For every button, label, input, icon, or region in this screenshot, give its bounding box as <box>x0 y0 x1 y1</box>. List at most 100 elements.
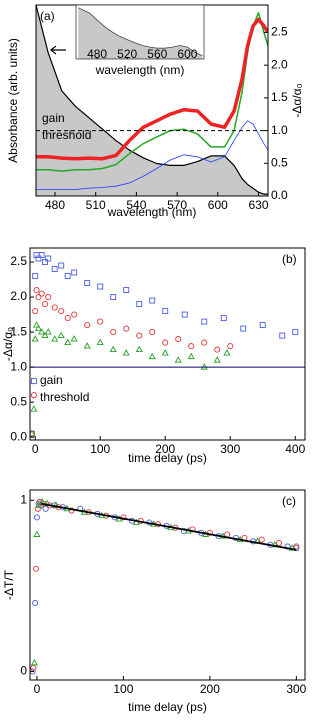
marker-circle <box>35 294 42 301</box>
marker-square <box>38 252 45 258</box>
y2-tick-label: 2.5 <box>271 25 288 39</box>
annotation: threshold <box>42 128 91 142</box>
marker-circle <box>175 336 182 343</box>
y2-tick-label: 0.0 <box>271 188 288 202</box>
marker-triangle <box>30 429 36 437</box>
y-tick-label: 1.5 <box>10 324 27 338</box>
x-tick-label: 520 <box>117 47 137 61</box>
marker-circle <box>30 392 37 399</box>
marker-circle <box>30 664 37 672</box>
marker-triangle <box>187 352 195 360</box>
x-tick-label: 100 <box>113 682 133 696</box>
panel: 0 100 200 300 0 1 time delay (ps) -ΔT/T (c) <box>2 489 307 714</box>
panel-label: (a) <box>40 9 55 23</box>
marker-circle <box>97 318 104 325</box>
axes-frame <box>29 489 306 681</box>
marker-circle <box>33 286 40 294</box>
marker-circle <box>45 294 52 301</box>
x-tick-label: 540 <box>126 198 146 212</box>
panel-label: (c) <box>282 494 296 508</box>
marker-circle <box>42 505 49 512</box>
y-tick-label: 1.0 <box>10 359 27 373</box>
marker-triangle <box>30 405 38 412</box>
marker-triangle <box>96 338 104 346</box>
marker-circle <box>84 322 91 329</box>
y-tick-label: 2.5 <box>10 254 27 268</box>
marker-triangle <box>83 342 91 349</box>
y2-tick-label: 0.5 <box>271 155 288 169</box>
marker-square <box>64 273 71 279</box>
marker-circle <box>258 536 265 543</box>
x-tick-label: 480 <box>45 198 65 212</box>
marker-circle <box>64 315 71 322</box>
y2-tick-label: 1.5 <box>271 90 288 104</box>
absorbance-area <box>78 7 203 59</box>
marker-circle <box>110 329 117 336</box>
annotation: threshold <box>40 390 89 404</box>
marker-triangle <box>35 501 43 508</box>
plot-area <box>30 252 299 437</box>
series-line <box>36 17 268 161</box>
x-axis-label: time delay (ps) <box>128 700 207 714</box>
marker-circle <box>188 343 195 350</box>
marker-circle <box>162 339 169 346</box>
marker-circle <box>149 329 156 336</box>
marker-square <box>136 301 143 308</box>
marker-square <box>220 315 227 322</box>
marker-circle <box>123 325 130 332</box>
y-axis-label: -ΔT/T <box>2 569 16 600</box>
marker-circle <box>32 308 39 315</box>
marker-triangle <box>44 328 52 335</box>
y2-axis-label: -Δα/α₀ <box>290 83 304 117</box>
x-tick-label: 0 <box>32 442 39 456</box>
marker-triangle <box>109 345 117 353</box>
marker-square <box>240 325 247 332</box>
marker-square <box>30 378 37 385</box>
marker-triangle <box>32 321 41 328</box>
marker-triangle <box>34 324 43 332</box>
marker-square <box>71 269 78 276</box>
marker-triangle <box>41 331 49 339</box>
marker-triangle <box>122 349 130 356</box>
x-tick-label: 300 <box>286 682 306 696</box>
panel-label: (b) <box>282 252 297 266</box>
marker-circle <box>33 514 40 521</box>
marker-triangle <box>52 501 60 508</box>
marker-triangle <box>223 349 231 356</box>
marker-circle <box>201 339 208 346</box>
y-tick-label: 2.0 <box>10 289 27 303</box>
x-axis-label: wavelength (nm) <box>107 205 197 219</box>
marker-circle <box>30 668 36 675</box>
x-tick-label: 200 <box>155 442 175 456</box>
marker-triangle <box>57 331 65 339</box>
y-tick-label: 0 <box>20 664 27 678</box>
y-axis-label: -Δα/α₀ <box>1 327 15 361</box>
marker-triangle <box>288 544 296 551</box>
marker-square <box>33 252 40 258</box>
x-axis-label: wavelength (nm) <box>95 63 185 77</box>
marker-square <box>201 318 208 325</box>
marker-circle <box>214 346 221 353</box>
marker-circle <box>41 301 49 308</box>
marker-triangle <box>200 363 208 370</box>
marker-circle <box>71 311 78 318</box>
marker-square <box>259 322 266 329</box>
marker-square <box>149 297 156 304</box>
marker-square <box>292 329 299 336</box>
x-tick-label: 600 <box>208 198 228 212</box>
series-line <box>36 120 268 190</box>
y-tick-label: 0.0 <box>10 429 27 443</box>
marker-square <box>84 280 91 286</box>
x-tick-label: 480 <box>87 47 107 61</box>
marker-triangle <box>30 658 38 666</box>
marker-triangle <box>38 328 46 335</box>
marker-square <box>45 255 52 262</box>
x-tick-label: 100 <box>90 442 110 456</box>
marker-square <box>181 311 188 318</box>
absorbance-area <box>36 5 268 196</box>
series-line <box>36 5 268 195</box>
y2-tick-label: 1.0 <box>271 123 288 137</box>
marker-triangle <box>33 530 41 537</box>
